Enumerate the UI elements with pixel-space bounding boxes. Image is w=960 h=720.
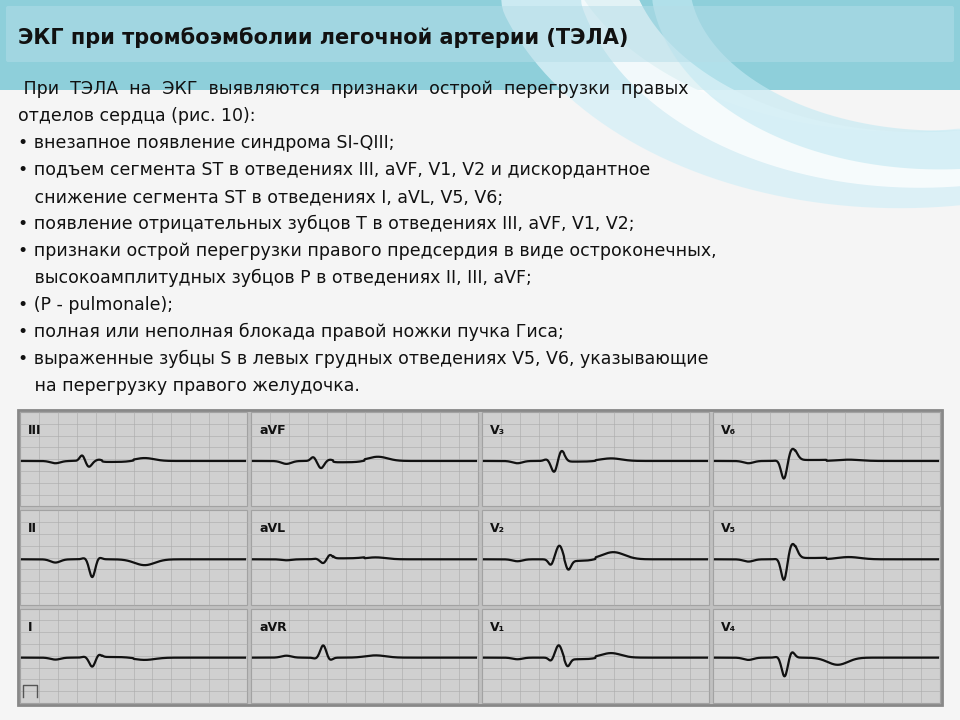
Text: • подъем сегмента ST в отведениях III, aVF, V1, V2 и дискордантное: • подъем сегмента ST в отведениях III, a… xyxy=(18,161,650,179)
Text: III: III xyxy=(28,424,41,437)
FancyBboxPatch shape xyxy=(713,510,940,605)
FancyBboxPatch shape xyxy=(20,412,247,506)
FancyBboxPatch shape xyxy=(18,410,942,705)
Text: I: I xyxy=(28,621,33,634)
Text: ЭКГ при тромбоэмболии легочной артерии (ТЭЛА): ЭКГ при тромбоэмболии легочной артерии (… xyxy=(18,27,629,48)
FancyBboxPatch shape xyxy=(482,608,709,703)
Text: V₁: V₁ xyxy=(490,621,505,634)
Text: При  ТЭЛА  на  ЭКГ  выявляются  признаки  острой  перегрузки  правых: При ТЭЛА на ЭКГ выявляются признаки остр… xyxy=(18,80,688,98)
Text: V₆: V₆ xyxy=(721,424,736,437)
Text: V₅: V₅ xyxy=(721,522,736,536)
FancyBboxPatch shape xyxy=(713,608,940,703)
Text: aVF: aVF xyxy=(259,424,286,437)
Text: aVR: aVR xyxy=(259,621,287,634)
Text: отделов сердца (рис. 10):: отделов сердца (рис. 10): xyxy=(18,107,255,125)
Text: V₄: V₄ xyxy=(721,621,736,634)
FancyBboxPatch shape xyxy=(0,90,960,720)
Text: V₃: V₃ xyxy=(490,424,505,437)
FancyBboxPatch shape xyxy=(251,608,478,703)
Text: • внезапное появление синдрома SI-QIII;: • внезапное появление синдрома SI-QIII; xyxy=(18,134,395,152)
FancyBboxPatch shape xyxy=(251,412,478,506)
FancyBboxPatch shape xyxy=(0,0,960,130)
Text: снижение сегмента ST в отведениях I, aVL, V5, V6;: снижение сегмента ST в отведениях I, aVL… xyxy=(18,188,503,206)
FancyBboxPatch shape xyxy=(251,510,478,605)
Text: V₂: V₂ xyxy=(490,522,505,536)
Text: aVL: aVL xyxy=(259,522,285,536)
Text: • признаки острой перегрузки правого предсердия в виде остроконечных,: • признаки острой перегрузки правого пре… xyxy=(18,242,716,260)
FancyBboxPatch shape xyxy=(6,6,954,62)
Text: на перегрузку правого желудочка.: на перегрузку правого желудочка. xyxy=(18,377,360,395)
FancyBboxPatch shape xyxy=(482,412,709,506)
Text: • выраженные зубцы S в левых грудных отведениях V5, V6, указывающие: • выраженные зубцы S в левых грудных отв… xyxy=(18,350,708,368)
Text: • появление отрицательных зубцов Т в отведениях III, aVF, V1, V2;: • появление отрицательных зубцов Т в отв… xyxy=(18,215,635,233)
FancyBboxPatch shape xyxy=(482,510,709,605)
Text: • (P - pulmonale);: • (P - pulmonale); xyxy=(18,296,173,314)
FancyBboxPatch shape xyxy=(20,608,247,703)
Text: высокоамплитудных зубцов Р в отведениях II, III, aVF;: высокоамплитудных зубцов Р в отведениях … xyxy=(18,269,532,287)
Text: II: II xyxy=(28,522,37,536)
Text: • полная или неполная блокада правой ножки пучка Гиса;: • полная или неполная блокада правой нож… xyxy=(18,323,564,341)
FancyBboxPatch shape xyxy=(713,412,940,506)
FancyBboxPatch shape xyxy=(20,510,247,605)
